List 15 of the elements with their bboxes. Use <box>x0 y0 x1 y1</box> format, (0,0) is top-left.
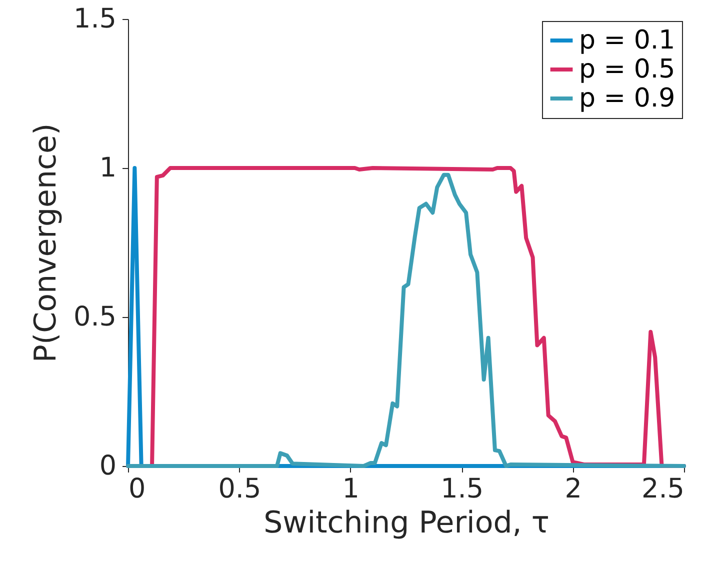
y-axis-title: P(Convergence) <box>28 123 64 363</box>
y-tick-label: 1 <box>99 152 116 184</box>
x-tick-label: 1.5 <box>440 474 484 504</box>
x-tick-label: 2 <box>564 474 582 504</box>
y-tick-label: 0 <box>99 450 116 482</box>
legend-label: p = 0.5 <box>579 54 676 84</box>
x-tick-label: 2.5 <box>642 474 684 504</box>
x-tick-label: 0.5 <box>218 474 262 504</box>
y-tick-label: 0.5 <box>74 302 116 332</box>
x-tick-label: 1 <box>342 474 360 504</box>
legend-label: p = 0.9 <box>579 84 676 114</box>
x-tick-label: 0 <box>128 474 146 504</box>
legend-label: p = 0.1 <box>579 26 676 56</box>
y-tick-label: 1.5 <box>74 4 116 34</box>
x-axis-title: Switching Period, τ <box>264 506 550 540</box>
